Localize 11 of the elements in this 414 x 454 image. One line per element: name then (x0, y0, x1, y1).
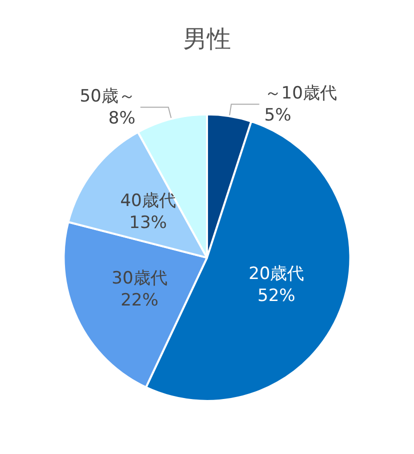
data-label: 52% (258, 286, 296, 306)
slice-label: 30歳代 (112, 268, 168, 288)
data-label: 22% (120, 290, 158, 310)
slice-label: 50歳～ (80, 86, 136, 106)
data-label: 5% (264, 105, 292, 126)
slice-label: ～10歳代 (264, 83, 337, 104)
chart-title: 男性 (183, 25, 231, 53)
data-label: 8% (108, 108, 136, 128)
data-label: 13% (129, 212, 167, 233)
slice-label: 20歳代 (248, 264, 304, 284)
slice-label: 40歳代 (120, 190, 176, 211)
